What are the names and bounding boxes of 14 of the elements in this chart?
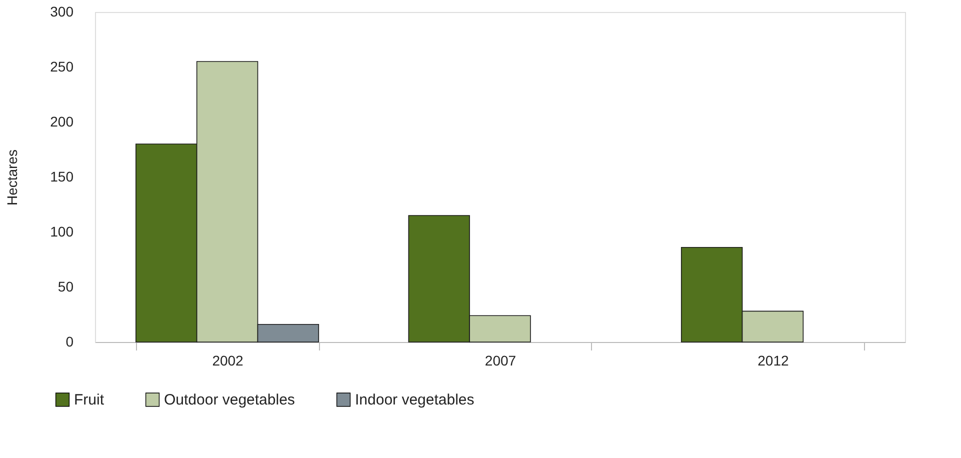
- x-tick-label: 2002: [212, 352, 244, 368]
- y-tick-label: 100: [50, 224, 74, 240]
- y-axis-title: Hectares: [4, 149, 20, 206]
- x-tick-label: 2007: [484, 352, 516, 368]
- y-tick-label: 0: [66, 334, 74, 350]
- legend-label: Fruit: [74, 392, 105, 409]
- y-tick-label: 250: [50, 58, 74, 74]
- y-tick-label: 200: [50, 114, 74, 130]
- y-tick-label: 150: [50, 168, 74, 184]
- y-tick-label: 300: [50, 4, 74, 20]
- legend-label: Indoor vegetables: [355, 392, 474, 409]
- y-tick-label: 50: [58, 278, 74, 294]
- legend-label: Outdoor vegetables: [164, 392, 295, 409]
- x-tick-label: 2012: [758, 352, 790, 368]
